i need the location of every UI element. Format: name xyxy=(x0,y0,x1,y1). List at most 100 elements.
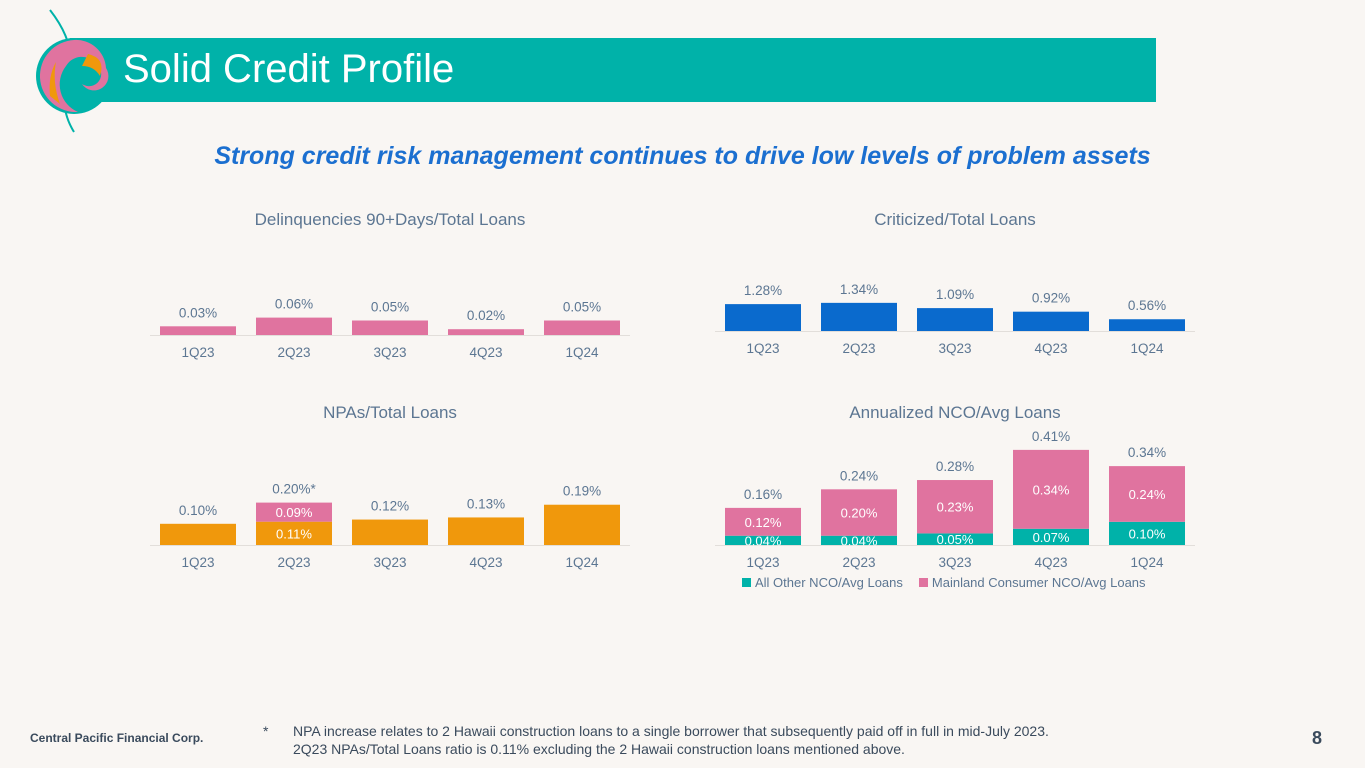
nco-bar-2Q23-s1 xyxy=(821,489,897,536)
nco-bar-2Q23-s0 xyxy=(821,535,897,545)
delinq-data-label: 0.02% xyxy=(467,308,505,323)
nco-tick-label: 3Q23 xyxy=(938,555,971,570)
crit-bar-3Q23-s0 xyxy=(917,308,993,331)
legend-label: Mainland Consumer NCO/Avg Loans xyxy=(931,575,1146,590)
nco-tick-label: 1Q24 xyxy=(1130,555,1164,570)
nco-bar-4Q23-s0 xyxy=(1013,528,1089,545)
legend-item-all-other: All Other NCO/Avg Loans xyxy=(742,575,903,590)
page-subtitle: Strong credit risk management continues … xyxy=(0,142,1365,171)
nco-segment-label: 0.23% xyxy=(937,500,974,515)
nco-data-label: 0.16% xyxy=(744,487,782,502)
nco-tick-label: 1Q23 xyxy=(746,555,779,570)
delinq-tick-label: 2Q23 xyxy=(277,345,310,360)
chart-title-nco: Annualized NCO/Avg Loans xyxy=(849,403,1061,422)
chart-title-npas: NPAs/Total Loans xyxy=(323,403,457,422)
nco-segment-label: 0.10% xyxy=(1129,526,1166,541)
nco-data-label: 0.24% xyxy=(840,468,878,483)
crit-bar-2Q23-s0 xyxy=(821,302,897,331)
npa-bar-3Q23-s0 xyxy=(352,519,428,545)
crit-data-label: 0.56% xyxy=(1128,298,1166,313)
legend-label: All Other NCO/Avg Loans xyxy=(755,575,903,590)
nco-legend: All Other NCO/Avg Loans Mainland Consume… xyxy=(742,575,1146,590)
nco-segment-label: 0.07% xyxy=(1033,530,1070,545)
nco-bar-3Q23-s1 xyxy=(917,480,993,534)
delinq-bar-4Q23-s0 xyxy=(448,329,524,335)
npa-segment-label: 0.09% xyxy=(276,505,313,520)
nco-segment-label: 0.34% xyxy=(1033,482,1070,497)
npa-tick-label: 2Q23 xyxy=(277,555,310,570)
npa-tick-label: 1Q24 xyxy=(565,555,599,570)
delinq-data-label: 0.03% xyxy=(179,305,217,320)
nco-tick-label: 4Q23 xyxy=(1034,555,1067,570)
chart-title-criticized: Criticized/Total Loans xyxy=(874,210,1036,229)
npa-bar-2Q23-s0 xyxy=(256,521,332,545)
npa-bar-2Q23-s1 xyxy=(256,502,332,522)
delinq-bar-2Q23-s0 xyxy=(256,317,332,335)
crit-tick-label: 1Q23 xyxy=(746,341,779,356)
nco-segment-label: 0.12% xyxy=(745,515,782,530)
company-name: Central Pacific Financial Corp. xyxy=(30,731,204,745)
legend-swatch xyxy=(742,578,751,587)
crit-data-label: 1.34% xyxy=(840,282,878,297)
nco-bar-1Q23-s1 xyxy=(725,507,801,536)
nco-bar-1Q24-s0 xyxy=(1109,521,1185,545)
npa-data-label: 0.13% xyxy=(467,496,505,511)
npa-tick-label: 4Q23 xyxy=(469,555,502,570)
npa-segment-label: 0.11% xyxy=(276,526,312,541)
legend-item-mainland-consumer: Mainland Consumer NCO/Avg Loans xyxy=(918,575,1146,590)
nco-segment-label: 0.20% xyxy=(841,506,878,521)
crit-tick-label: 2Q23 xyxy=(842,341,875,356)
delinq-bar-3Q23-s0 xyxy=(352,320,428,335)
crit-bar-1Q24-s0 xyxy=(1109,319,1185,331)
nco-bar-3Q23-s0 xyxy=(917,533,993,545)
delinq-data-label: 0.05% xyxy=(563,300,601,315)
crit-tick-label: 4Q23 xyxy=(1034,341,1067,356)
page-number: 8 xyxy=(1312,728,1323,748)
delinq-tick-label: 3Q23 xyxy=(373,345,406,360)
nco-data-label: 0.41% xyxy=(1032,429,1070,444)
nco-bar-1Q24-s1 xyxy=(1109,466,1185,522)
crit-data-label: 0.92% xyxy=(1032,291,1070,306)
npa-bar-1Q23-s0 xyxy=(160,523,236,545)
crit-data-label: 1.28% xyxy=(744,283,782,298)
delinq-bar-1Q24-s0 xyxy=(544,320,620,335)
nco-data-label: 0.28% xyxy=(936,459,974,474)
delinq-bar-1Q23-s0 xyxy=(160,326,236,335)
crit-data-label: 1.09% xyxy=(936,287,974,302)
footnote-asterisk: * xyxy=(263,723,269,739)
npa-data-label: 0.12% xyxy=(371,499,409,514)
legend-swatch xyxy=(918,578,928,587)
chart-title-delinquencies: Delinquencies 90+Days/Total Loans xyxy=(254,210,526,229)
npa-bar-4Q23-s0 xyxy=(448,517,524,545)
npa-data-label: 0.20%* xyxy=(272,482,316,497)
subtitle-text: Strong credit risk management continues … xyxy=(214,142,1151,170)
crit-bar-1Q23-s0 xyxy=(725,304,801,331)
npa-tick-label: 1Q23 xyxy=(181,555,214,570)
crit-tick-label: 1Q24 xyxy=(1130,341,1164,356)
nco-segment-label: 0.24% xyxy=(1129,487,1166,502)
nco-bar-4Q23-s1 xyxy=(1013,449,1089,529)
company-logo xyxy=(36,9,112,133)
delinq-tick-label: 1Q24 xyxy=(565,345,599,360)
nco-segment-label: 0.04% xyxy=(745,533,782,548)
crit-bar-4Q23-s0 xyxy=(1013,311,1089,331)
delinq-data-label: 0.06% xyxy=(275,297,313,312)
nco-bar-1Q23-s0 xyxy=(725,535,801,545)
npa-tick-label: 3Q23 xyxy=(373,555,406,570)
footnote-line-1: NPA increase relates to 2 Hawaii constru… xyxy=(293,723,1049,739)
npa-data-label: 0.10% xyxy=(179,503,217,518)
nco-data-label: 0.34% xyxy=(1128,445,1166,460)
nco-segment-label: 0.04% xyxy=(841,533,878,548)
nco-segment-label: 0.05% xyxy=(937,532,974,547)
npa-data-label: 0.19% xyxy=(563,484,601,499)
crit-tick-label: 3Q23 xyxy=(938,341,971,356)
delinq-tick-label: 1Q23 xyxy=(181,345,214,360)
title-bar xyxy=(70,38,1156,102)
nco-tick-label: 2Q23 xyxy=(842,555,875,570)
delinq-tick-label: 4Q23 xyxy=(469,345,502,360)
page-title: Solid Credit Profile xyxy=(123,47,455,91)
footnote-line-2: 2Q23 NPAs/Total Loans ratio is 0.11% exc… xyxy=(293,741,905,757)
npa-bar-1Q24-s0 xyxy=(544,504,620,545)
